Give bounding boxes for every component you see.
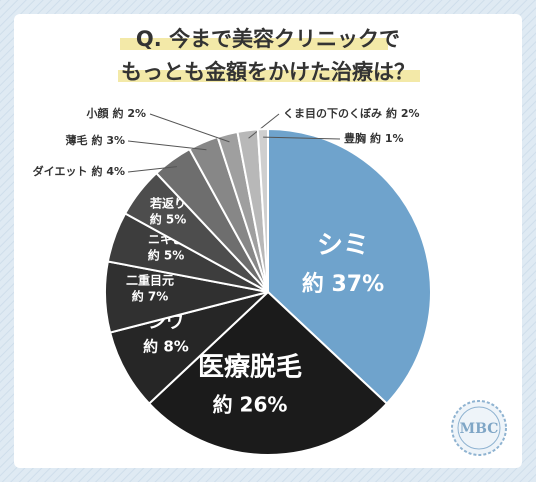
- slice-label: 若返り: [149, 196, 186, 211]
- slice-label: 薄毛約 3%: [65, 133, 125, 147]
- value-label: 約 3%: [91, 133, 125, 147]
- slice-label: 小顔約 2%: [85, 106, 146, 120]
- logo: MBC: [451, 400, 507, 456]
- title-highlight: [118, 70, 420, 82]
- category-name: ダイエット: [33, 164, 88, 178]
- pie-slice: [256, 127, 269, 293]
- value-label: 約 1%: [370, 131, 404, 145]
- category-name: 豊胸: [344, 131, 366, 145]
- leader-line: [127, 140, 207, 151]
- logo-ring: [457, 406, 501, 450]
- slice-label: シミ: [317, 231, 369, 261]
- title: Q. 今まで美容クリニックで: [136, 27, 400, 51]
- logo-text: MBC: [460, 421, 499, 437]
- pie-slice: [147, 290, 389, 456]
- value-label: 約 4%: [91, 164, 125, 178]
- logo-badge: [451, 400, 507, 456]
- value-label: 約 8%: [143, 338, 189, 356]
- value-label: 約 7%: [132, 289, 169, 304]
- value-label: 約 37%: [302, 271, 384, 297]
- leader-line: [127, 166, 177, 173]
- slice-label: 豊胸約 1%: [344, 131, 404, 145]
- slice-label: ダイエット約 4%: [33, 164, 125, 178]
- slice-label: くま目の下のくぼみ約 2%: [283, 106, 420, 120]
- value-label: 約 26%: [213, 393, 288, 417]
- value-label: 約 2%: [112, 106, 146, 120]
- value-label: 約 5%: [150, 212, 187, 227]
- leader-line: [248, 113, 280, 139]
- slice-label: 医療脱毛: [198, 353, 302, 383]
- leader-line: [149, 113, 230, 143]
- category-name: くま目の下のくぼみ: [283, 107, 382, 120]
- pie-slice: [267, 127, 432, 405]
- slice-label: 二重目元: [126, 273, 174, 288]
- title: もっとも金額をかけた治療は？: [121, 60, 415, 84]
- value-label: 約 2%: [386, 106, 420, 120]
- category-name: 薄毛: [65, 133, 87, 147]
- leader-line: [263, 136, 341, 140]
- title-highlight: [120, 38, 388, 50]
- category-name: 小顔: [85, 106, 109, 120]
- value-label: 約 5%: [148, 248, 185, 263]
